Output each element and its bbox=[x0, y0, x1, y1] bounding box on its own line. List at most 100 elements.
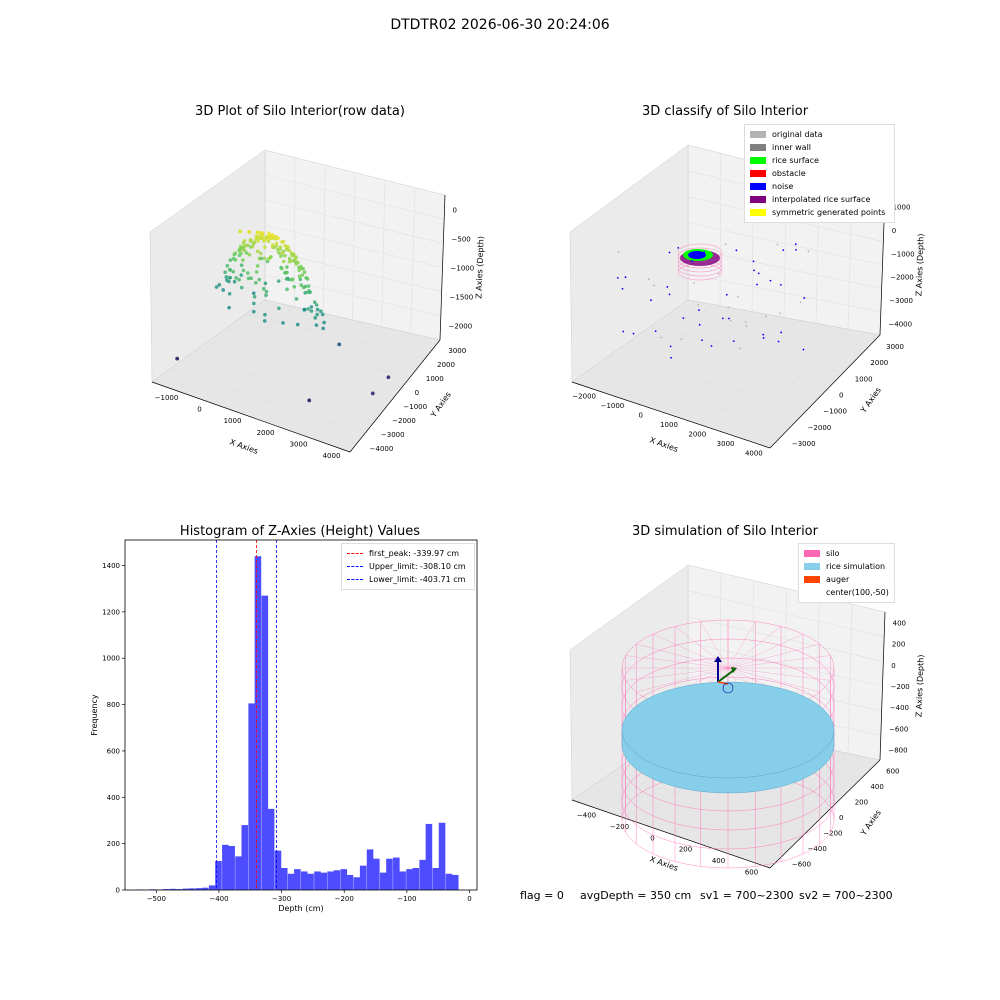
raw-y-tick-label: −3000 bbox=[381, 431, 405, 439]
raw-data-point bbox=[241, 268, 246, 273]
raw-data-point bbox=[277, 306, 281, 311]
classify-noise-point bbox=[682, 317, 685, 320]
raw-data-point bbox=[237, 277, 241, 282]
sim-x-tick-label: 600 bbox=[745, 868, 758, 876]
simulation-legend: silo rice simulation auger center(100,-50) bbox=[798, 543, 895, 603]
classify-noise-point bbox=[807, 250, 810, 253]
histogram-bar bbox=[182, 888, 190, 890]
raw-data-point bbox=[224, 275, 229, 279]
classify-noise-point bbox=[782, 249, 785, 252]
classify-noise-point bbox=[735, 249, 738, 252]
classify-noise-point bbox=[795, 248, 797, 251]
raw-data-point bbox=[227, 305, 231, 310]
sim-center-marker bbox=[722, 682, 734, 694]
raw-z-axis-label: Z Axies (Depth) bbox=[474, 236, 485, 299]
sim-x-tick-label: 0 bbox=[650, 834, 654, 842]
classify-x-tick-label: 2000 bbox=[688, 430, 706, 438]
raw-data-point bbox=[281, 321, 285, 325]
classify-noise-point bbox=[654, 330, 657, 333]
histogram-bar bbox=[445, 873, 453, 890]
sim-silo-spoke bbox=[636, 643, 729, 669]
classify-legend-swatch bbox=[750, 157, 766, 164]
raw-data-point bbox=[320, 312, 325, 317]
histogram-legend-label: Lower_limit: -403.71 cm bbox=[369, 575, 466, 584]
histogram-legend-label: first_peak: -339.97 cm bbox=[369, 549, 460, 558]
raw-data-point bbox=[386, 375, 391, 380]
classify-legend-label: original data bbox=[772, 130, 823, 139]
raw-data-point bbox=[175, 356, 180, 361]
raw-data-point bbox=[239, 273, 244, 277]
classify-noise-point bbox=[762, 337, 765, 339]
classify-legend-label: rice surface bbox=[772, 156, 819, 165]
histogram-bar bbox=[320, 872, 327, 890]
classify-noise-point bbox=[769, 279, 772, 282]
sim-z-tick-label: −400 bbox=[890, 704, 909, 712]
classify-x-axis-line bbox=[571, 381, 771, 449]
sim-y-tick-label: −600 bbox=[792, 860, 811, 868]
classify-noise-point bbox=[756, 283, 758, 286]
classify-plot-title: 3D classify of Silo Interior bbox=[641, 104, 809, 119]
sim-silo-spoke bbox=[727, 633, 804, 669]
sim-arrow-y-head bbox=[731, 667, 737, 673]
classify-legend-label: symmetric generated points bbox=[772, 208, 886, 217]
raw-data-point bbox=[217, 283, 222, 287]
raw-data-point bbox=[255, 249, 260, 254]
raw-data-point bbox=[302, 307, 307, 312]
raw-data-point bbox=[262, 256, 267, 261]
classify-noise-point bbox=[762, 333, 765, 336]
histogram-bar bbox=[340, 869, 348, 890]
sim-y-axis-line bbox=[769, 759, 881, 869]
raw-data-point bbox=[231, 256, 236, 261]
sim-silo-spoke bbox=[625, 667, 729, 681]
histogram-x-tick-label: 0 bbox=[467, 895, 471, 903]
classify-legend-swatch bbox=[750, 196, 766, 203]
histogram-frame bbox=[124, 539, 478, 891]
raw-data-point bbox=[292, 285, 297, 289]
classify-noise-point bbox=[698, 323, 701, 326]
sim-silo-spoke bbox=[727, 621, 756, 669]
sim-y-tick-label: 200 bbox=[855, 799, 868, 807]
raw-x-tick-label: 3000 bbox=[290, 441, 308, 449]
histogram-bar bbox=[314, 871, 321, 890]
classify-legend-entry: original data bbox=[750, 128, 889, 141]
histogram-bar bbox=[280, 867, 288, 890]
classify-noise-point bbox=[680, 338, 683, 341]
classify-noise-point bbox=[710, 345, 713, 347]
histogram-title: Histogram of Z-Axies (Height) Values bbox=[179, 524, 421, 539]
classify-noise-point bbox=[703, 251, 706, 253]
classify-noise-point bbox=[724, 243, 727, 246]
classify-z-axis-label: Z Axies (Depth) bbox=[914, 233, 925, 296]
histogram-y-tick-label: 1000 bbox=[102, 655, 120, 663]
classify-legend-entry: inner wall bbox=[750, 141, 889, 154]
raw-data-point bbox=[277, 251, 281, 255]
raw-data-point bbox=[308, 290, 312, 295]
classify-legend-swatch bbox=[750, 131, 766, 138]
raw-data-point bbox=[233, 251, 238, 256]
raw-y-tick-label: −2000 bbox=[392, 417, 416, 425]
raw-y-axis-line bbox=[349, 339, 441, 453]
classify-noise-point bbox=[701, 339, 703, 342]
classify-y-tick-label: −2000 bbox=[808, 424, 832, 432]
raw-data-point bbox=[238, 229, 243, 234]
raw-data-point bbox=[228, 258, 233, 262]
raw-data-point bbox=[295, 322, 300, 327]
raw-x-axis-line bbox=[151, 381, 351, 453]
classify-noise-point bbox=[753, 269, 755, 272]
histogram-bar bbox=[412, 867, 420, 890]
classify-x-tick-label: 4000 bbox=[745, 449, 763, 457]
raw-data-point bbox=[284, 277, 289, 281]
raw-grid-line bbox=[316, 333, 412, 441]
classify-3d-axes: −2000 −1000 0 1000 2000 3000 4000 −3000 −2000 −10… bbox=[569, 144, 926, 457]
raw-y-tick-label: 0 bbox=[415, 389, 419, 397]
raw-data-point bbox=[279, 265, 283, 270]
raw-data-point bbox=[294, 255, 299, 259]
raw-data-point bbox=[262, 238, 267, 243]
histogram-bar bbox=[208, 885, 216, 890]
raw-data-point bbox=[228, 275, 232, 280]
histogram-bar bbox=[195, 888, 203, 890]
raw-data-point bbox=[337, 342, 342, 347]
classify-noise-point bbox=[677, 247, 680, 249]
classify-z-tick-label: −1000 bbox=[891, 250, 915, 258]
sim-legend-swatch bbox=[804, 563, 820, 570]
raw-data-point bbox=[260, 231, 264, 235]
